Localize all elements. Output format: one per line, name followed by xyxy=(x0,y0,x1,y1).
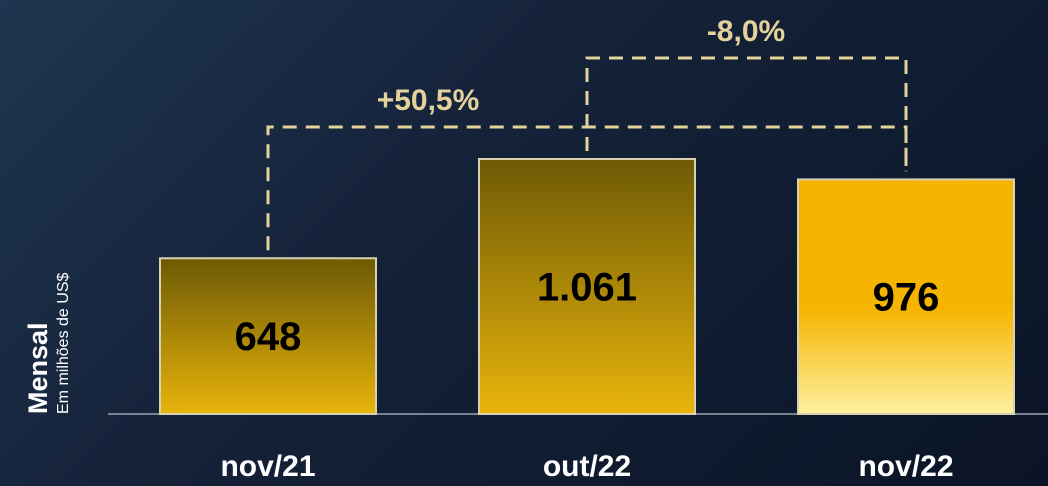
comparison-label-1: +50,5% xyxy=(377,84,480,117)
bar-nov-21 xyxy=(159,257,377,415)
category-label-out-22: out/22 xyxy=(543,450,631,483)
data-label-out-22: 1.061 xyxy=(537,266,637,310)
data-label-nov-22: 976 xyxy=(873,276,940,320)
bar-nov-22 xyxy=(797,178,1015,415)
comparison-label-2: -8,0% xyxy=(707,15,785,48)
bar-out-22 xyxy=(478,158,696,415)
category-label-nov-21: nov/21 xyxy=(220,450,315,483)
data-label-nov-21: 648 xyxy=(235,315,302,359)
comparison-connector-2 xyxy=(585,56,908,172)
category-label-nov-22: nov/22 xyxy=(858,450,953,483)
